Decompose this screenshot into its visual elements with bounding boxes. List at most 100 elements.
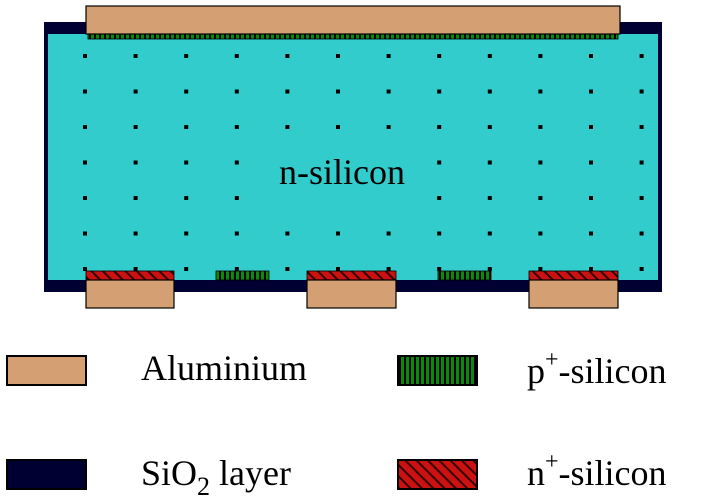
- doping-dot: [538, 267, 543, 271]
- doping-dot: [538, 89, 543, 94]
- n-silicon-bulk: [48, 34, 658, 280]
- doping-dot: [184, 89, 189, 94]
- legend-swatch-n-plus: [397, 459, 478, 490]
- doping-dot: [234, 125, 239, 129]
- doping-dot: [83, 196, 87, 200]
- doping-dot: [83, 125, 87, 129]
- n-plus-strip: [85, 270, 175, 281]
- doping-dot: [487, 231, 492, 236]
- doping-dot: [639, 125, 644, 129]
- doping-dot: [437, 125, 442, 129]
- p-plus-stop: [215, 270, 270, 281]
- doping-dot: [639, 89, 644, 94]
- doping-dot: [639, 196, 644, 200]
- doping-dot: [386, 125, 391, 129]
- doping-dot: [285, 54, 290, 58]
- doping-dot: [487, 160, 492, 165]
- doping-dot: [437, 54, 442, 58]
- doping-dot: [234, 231, 239, 236]
- doping-dot: [234, 196, 239, 200]
- aluminium-text: Aluminium: [141, 348, 308, 388]
- doping-dot: [234, 54, 239, 58]
- doping-dot: [639, 267, 644, 271]
- doping-dot: [133, 160, 138, 165]
- doping-dot: [184, 267, 189, 271]
- doping-dot: [538, 125, 543, 129]
- doping-dot: [83, 267, 87, 271]
- doping-dot: [184, 125, 189, 129]
- doping-dot: [639, 54, 644, 58]
- doping-dot: [538, 160, 543, 165]
- doping-dot: [336, 54, 340, 58]
- legend-swatch-aluminium: [6, 355, 87, 386]
- doping-dot: [336, 267, 340, 271]
- doping-dot: [589, 54, 593, 58]
- doping-dot: [437, 267, 442, 271]
- sio2-suffix: layer: [210, 453, 291, 493]
- doping-dot: [133, 89, 138, 94]
- legend-swatch-p-plus: [397, 355, 478, 386]
- doping-dot: [639, 231, 644, 236]
- doping-dot: [184, 231, 189, 236]
- doping-dot: [133, 125, 138, 129]
- p-plus-prefix: p: [527, 351, 545, 391]
- doping-dot: [589, 231, 593, 236]
- doping-dot: [285, 125, 290, 129]
- doping-dot: [83, 54, 87, 58]
- doping-dot: [133, 231, 138, 236]
- doping-dot: [538, 196, 543, 200]
- doping-dot: [437, 231, 442, 236]
- doping-dot: [487, 196, 492, 200]
- doping-dot: [184, 54, 189, 58]
- legend-label-sio2: SiO2 layer: [141, 453, 291, 500]
- doping-dot: [336, 231, 340, 236]
- doping-dot: [285, 267, 290, 271]
- doping-dot: [589, 89, 593, 94]
- doping-dot: [234, 160, 239, 165]
- doping-dot: [589, 160, 593, 165]
- doping-dot: [487, 267, 492, 271]
- doping-dot: [83, 160, 87, 165]
- doping-dot: [437, 89, 442, 94]
- sio2-prefix: SiO: [141, 453, 198, 493]
- doping-dot: [589, 125, 593, 129]
- doping-dot: [234, 89, 239, 94]
- aluminium-contact: [85, 279, 175, 309]
- aluminium-contact: [306, 279, 397, 309]
- doping-dot: [336, 125, 340, 129]
- n-plus-strip: [306, 270, 397, 281]
- doping-dot: [386, 231, 391, 236]
- doping-dot: [285, 89, 290, 94]
- legend-label-p-plus: p+-silicon: [527, 348, 667, 391]
- p-plus-superscript: +: [545, 347, 559, 373]
- doping-dot: [83, 231, 87, 236]
- p-plus-stop: [437, 270, 492, 281]
- doping-dot: [133, 196, 138, 200]
- p-plus-suffix: -silicon: [558, 351, 667, 391]
- doping-dot: [589, 267, 593, 271]
- doping-dot: [487, 54, 492, 58]
- doping-dot: [538, 231, 543, 236]
- doping-dot: [386, 267, 391, 271]
- n-plus-suffix: -silicon: [558, 453, 667, 493]
- legend-label-n-plus: n+-silicon: [527, 450, 667, 493]
- doping-dot: [184, 196, 189, 200]
- aluminium-contact: [528, 279, 619, 309]
- doping-dot: [83, 89, 87, 94]
- doping-dot: [234, 267, 239, 271]
- doping-dot: [336, 89, 340, 94]
- doping-dot: [487, 125, 492, 129]
- doping-dot: [184, 160, 189, 165]
- doping-dot: [386, 89, 391, 94]
- doping-dot: [386, 54, 391, 58]
- legend-swatch-sio2: [6, 459, 87, 490]
- doping-dot: [285, 231, 290, 236]
- doping-dot: [639, 160, 644, 165]
- doping-dot: [538, 54, 543, 58]
- top-aluminium-contact: [85, 5, 621, 35]
- doping-dot: [437, 196, 442, 200]
- n-plus-superscript: +: [545, 449, 559, 475]
- n-plus-strip: [528, 270, 619, 281]
- n-plus-prefix: n: [527, 453, 545, 493]
